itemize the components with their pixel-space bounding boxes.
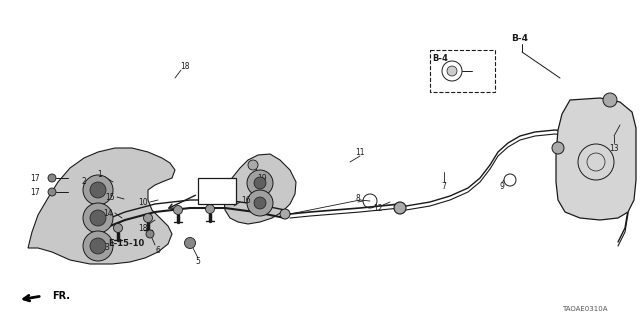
Text: 3: 3 [104,243,109,252]
Text: 17: 17 [30,173,40,182]
Text: B-4: B-4 [511,34,529,43]
Polygon shape [28,148,175,264]
Circle shape [603,93,617,107]
Text: 4: 4 [207,188,212,197]
Circle shape [90,210,106,226]
Text: TAOAE0310A: TAOAE0310A [563,306,608,312]
Text: 6: 6 [156,245,161,254]
Circle shape [113,223,122,233]
Circle shape [247,190,273,216]
Text: 10: 10 [138,197,148,206]
Circle shape [83,203,113,233]
Text: 17: 17 [30,188,40,196]
Circle shape [90,182,106,198]
Circle shape [146,230,154,238]
Circle shape [394,202,406,214]
Text: 11: 11 [355,148,365,156]
Text: FR.: FR. [52,291,70,301]
Text: 9: 9 [500,181,504,190]
Text: 13: 13 [609,143,619,153]
Circle shape [48,174,56,182]
Circle shape [442,61,462,81]
Text: 19: 19 [257,173,267,182]
Polygon shape [224,154,296,224]
Polygon shape [556,98,636,220]
Circle shape [173,205,182,214]
Text: 15: 15 [105,193,115,202]
Circle shape [447,66,457,76]
Text: 1: 1 [98,170,102,179]
Text: 14: 14 [103,209,113,218]
Text: 8: 8 [356,194,360,203]
Circle shape [83,231,113,261]
Text: B-4: B-4 [432,53,448,62]
Circle shape [280,209,290,219]
Circle shape [90,238,106,254]
Bar [198,178,236,204]
Text: 18: 18 [138,223,148,233]
Text: 2: 2 [82,177,86,186]
Text: R40: R40 [209,180,225,189]
Circle shape [254,197,266,209]
Text: 7: 7 [442,181,447,190]
Circle shape [254,177,266,189]
Circle shape [247,170,273,196]
Circle shape [48,188,56,196]
Text: 5: 5 [196,258,200,267]
Circle shape [248,160,258,170]
Text: 18: 18 [180,61,189,70]
Circle shape [205,204,214,213]
Text: E-15-10: E-15-10 [108,238,144,247]
Circle shape [184,237,195,249]
Circle shape [83,175,113,205]
Circle shape [143,213,152,222]
Text: 5J0: 5J0 [211,193,223,202]
Text: 16: 16 [241,196,251,204]
Text: 12: 12 [373,204,383,212]
Circle shape [552,142,564,154]
